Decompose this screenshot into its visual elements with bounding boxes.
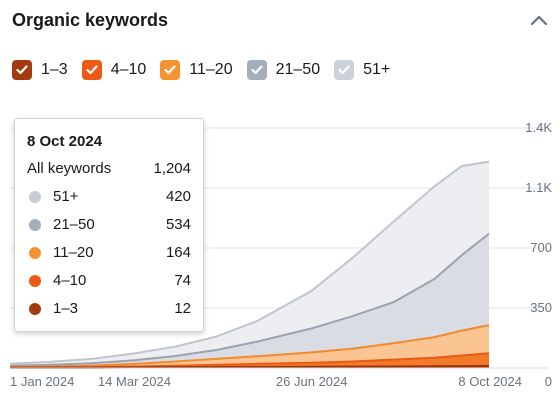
y-tick-label: 1.4K [525, 120, 552, 135]
tooltip-total-row: All keywords 1,204 [27, 159, 191, 179]
tooltip-row: 11–20 164 [27, 243, 191, 263]
legend-label: 1–3 [41, 61, 68, 78]
series-line-21–50 [9, 232, 490, 367]
widget-title: Organic keywords [12, 10, 169, 30]
chart-tooltip: 8 Oct 2024 All keywords 1,204 51+ 420 21… [14, 118, 204, 332]
y-tick-label: 0 [545, 374, 552, 389]
checkbox-checked-icon[interactable] [334, 60, 355, 80]
y-tick-label: 1.1K [525, 180, 552, 195]
chevron-up-icon[interactable] [530, 13, 548, 27]
series-line-51+ [9, 160, 490, 365]
series-dot-icon [29, 275, 41, 287]
tooltip-row-value: 74 [174, 272, 191, 289]
legend-item-11-20[interactable]: 11–20 [160, 60, 233, 80]
checkbox-checked-icon[interactable] [81, 60, 102, 80]
legend-item-51-plus[interactable]: 51+ [334, 60, 390, 80]
tooltip-row: 4–10 74 [27, 271, 191, 291]
tooltip-row-label: 51+ [53, 188, 79, 205]
x-tick-label: 26 Jun 2024 [276, 374, 348, 389]
x-tick-label: 8 Oct 2024 [458, 374, 522, 389]
legend-label: 21–50 [275, 61, 321, 78]
widget-header: Organic keywords [12, 9, 548, 33]
series-dot-icon [29, 219, 41, 231]
legend-item-1-3[interactable]: 1–3 [12, 60, 68, 80]
tooltip-row: 21–50 534 [27, 215, 191, 235]
legend-label: 11–20 [189, 61, 233, 78]
tooltip-row-value: 534 [165, 216, 191, 233]
checkbox-checked-icon[interactable] [246, 60, 267, 80]
series-dot-icon [29, 247, 41, 259]
tooltip-row-label: 4–10 [53, 272, 87, 289]
tooltip-row-value: 12 [174, 300, 191, 317]
y-tick-label: 700 [530, 240, 552, 255]
tooltip-row-label: 1–3 [53, 300, 79, 317]
area-4–10 [10, 353, 489, 368]
tooltip-row-label: 21–50 [53, 216, 95, 233]
tooltip-total-value: 1,204 [153, 160, 191, 177]
tooltip-row-value: 164 [165, 244, 191, 261]
legend-label: 51+ [363, 61, 391, 78]
legend-item-4-10[interactable]: 4–10 [81, 60, 147, 80]
tooltip-total-label: All keywords [27, 160, 112, 177]
checkbox-checked-icon[interactable] [12, 60, 32, 80]
series-dot-icon [29, 303, 41, 315]
tooltip-row-value: 420 [165, 188, 191, 205]
series-dot-icon [29, 191, 41, 203]
y-tick-label: 350 [530, 300, 552, 315]
legend-label: 4–10 [110, 61, 147, 78]
area-21–50 [10, 233, 489, 367]
checkbox-checked-icon[interactable] [160, 60, 181, 80]
tooltip-row: 1–3 12 [27, 299, 191, 319]
series-line-11–20 [9, 324, 490, 368]
x-tick-label: 1 Jan 2024 [10, 374, 74, 389]
x-tick-label: 14 Mar 2024 [98, 374, 171, 389]
legend-item-21-50[interactable]: 21–50 [246, 60, 321, 80]
area-11–20 [10, 325, 489, 368]
tooltip-row-label: 11–20 [53, 244, 94, 261]
tooltip-date: 8 Oct 2024 [27, 133, 103, 150]
chart-legend: 1–3 4–10 11–20 21–50 51+ [12, 58, 404, 82]
tooltip-row: 51+ 420 [27, 187, 191, 207]
